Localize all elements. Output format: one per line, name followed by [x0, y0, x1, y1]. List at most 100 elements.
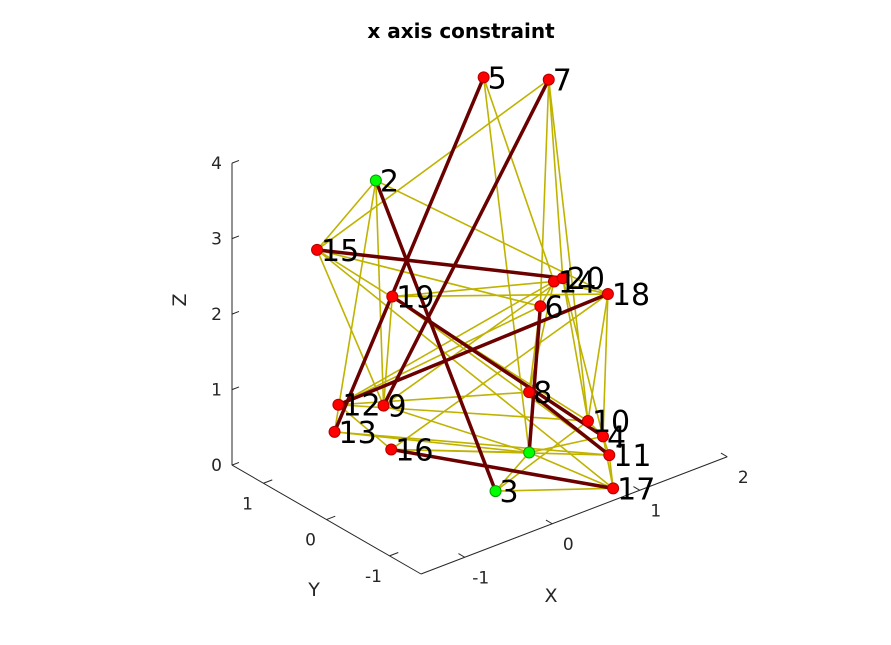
edge-weak — [528, 281, 555, 393]
node-marker — [385, 443, 398, 456]
chart-title: x axis constraint — [367, 19, 555, 43]
node-marker — [556, 272, 569, 285]
node-label: 13 — [339, 416, 377, 451]
node-label: 10 — [592, 405, 630, 440]
y-tick-mark — [389, 552, 399, 557]
edge-weak — [561, 277, 604, 437]
node-label: 8 — [533, 376, 552, 411]
x-tick-mark — [633, 486, 640, 491]
node-marker — [311, 243, 324, 256]
edge-weak — [316, 249, 541, 308]
x-tick-mark — [720, 452, 728, 458]
y-tick-mark — [326, 515, 336, 521]
edge-weak — [333, 180, 377, 433]
node-marker — [328, 425, 341, 438]
edge-strong — [332, 76, 486, 433]
node-label: 7 — [553, 64, 572, 99]
z-tick-mark — [231, 461, 240, 466]
x-tick-mark — [545, 519, 553, 525]
x-tick-label: 0 — [563, 535, 574, 555]
z-tick-mark — [231, 386, 240, 391]
edge-strong — [316, 248, 563, 280]
z-tick-label: 2 — [211, 305, 222, 325]
x-tick-mark — [458, 553, 465, 558]
edge-strong — [390, 447, 614, 491]
node-label: 2 — [380, 165, 399, 200]
edge-strong — [374, 179, 498, 492]
edge-weak — [316, 249, 614, 489]
edge-weak — [391, 448, 610, 456]
edge-weak — [375, 179, 609, 295]
edge-weak — [547, 79, 564, 279]
node-label: 16 — [395, 433, 433, 468]
x-tick-label: 1 — [650, 501, 661, 521]
edge-strong — [381, 78, 551, 407]
node-marker — [597, 430, 609, 443]
x-axis-line — [420, 456, 728, 575]
edge-weak — [334, 431, 610, 456]
y-tick-label: -1 — [365, 567, 382, 587]
edge-weak — [383, 277, 564, 407]
node-marker — [377, 399, 390, 412]
fixed-node-marker — [369, 174, 382, 187]
edge-weak — [383, 404, 530, 454]
node-label: 14 — [558, 265, 596, 300]
edge-weak — [316, 179, 377, 251]
node-label: 15 — [321, 234, 359, 269]
node-marker — [332, 398, 345, 411]
y-axis-label: Y — [307, 579, 320, 601]
node-marker — [603, 449, 616, 462]
y-tick-mark — [263, 479, 273, 484]
node-label: 19 — [396, 281, 434, 316]
edge-weak — [390, 293, 609, 451]
y-tick-label: 0 — [305, 531, 316, 551]
node-label: 6 — [544, 290, 563, 325]
node-label: 9 — [388, 390, 407, 425]
edge-weak — [561, 277, 589, 422]
node-label: 3 — [500, 475, 519, 510]
z-tick-mark — [231, 235, 240, 240]
z-tick-mark — [231, 159, 240, 164]
edge-weak — [495, 420, 589, 492]
edge-weak — [338, 305, 541, 406]
node-label: 17 — [617, 472, 655, 507]
x-axis-label: X — [544, 585, 557, 607]
edge-weak — [547, 79, 589, 422]
node-label: 18 — [612, 278, 650, 313]
z-tick-label: 4 — [211, 154, 222, 174]
edge-strong — [528, 390, 611, 457]
edge-weak — [587, 293, 609, 422]
edge-weak — [338, 280, 555, 406]
edge-weak — [316, 78, 550, 251]
node-marker — [477, 71, 490, 84]
edge-weak — [602, 436, 614, 489]
node-marker — [386, 290, 399, 303]
x-tick-label: -1 — [472, 568, 489, 588]
edge-weak — [528, 451, 614, 490]
node-marker — [523, 386, 536, 399]
edge-weak — [375, 180, 385, 406]
edge-strong — [527, 306, 543, 453]
edge-weak — [602, 294, 609, 437]
edge-strong — [337, 292, 609, 407]
edge-strong — [391, 295, 604, 438]
z-tick-label: 3 — [211, 230, 222, 250]
z-tick-label: 1 — [211, 381, 222, 401]
z-tick-label: 0 — [211, 456, 222, 476]
fixed-node-marker — [523, 446, 536, 459]
node-marker — [542, 73, 555, 86]
node-marker — [581, 414, 594, 427]
fixed-node-marker — [489, 485, 502, 498]
z-tick-mark — [231, 310, 240, 315]
node-label: 11 — [613, 439, 651, 474]
edge-weak — [338, 391, 530, 406]
node-label: 12 — [342, 389, 380, 424]
edge-weak — [539, 79, 550, 307]
strong-edges — [316, 76, 614, 492]
node-marker — [601, 288, 614, 301]
edge-weak — [337, 404, 392, 451]
node-label: 4 — [607, 420, 626, 455]
nodes — [311, 71, 620, 498]
